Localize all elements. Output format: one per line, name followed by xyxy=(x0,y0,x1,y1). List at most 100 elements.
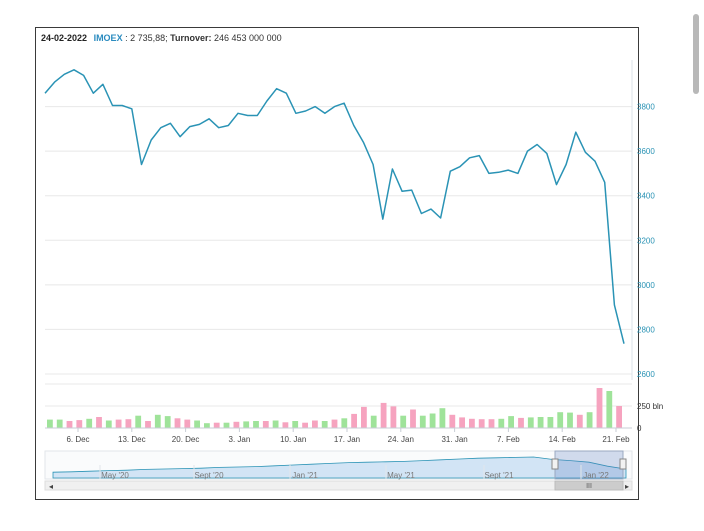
volume-bar[interactable] xyxy=(253,421,259,428)
horizontal-scrollbar-thumb[interactable] xyxy=(554,480,624,491)
price-point[interactable] xyxy=(333,105,336,108)
price-point[interactable] xyxy=(613,304,616,307)
volume-bar[interactable] xyxy=(498,418,505,428)
scroll-left-arrow-icon[interactable]: ◂ xyxy=(49,482,53,491)
volume-bar[interactable] xyxy=(557,412,564,428)
price-point[interactable] xyxy=(401,190,404,193)
price-point[interactable] xyxy=(410,189,413,192)
volume-bar[interactable] xyxy=(478,419,485,428)
volume-bar[interactable] xyxy=(508,416,514,428)
price-point[interactable] xyxy=(44,92,47,95)
volume-bar[interactable] xyxy=(145,421,151,428)
price-point[interactable] xyxy=(623,342,626,345)
price-point[interactable] xyxy=(121,104,124,107)
price-point[interactable] xyxy=(507,169,510,172)
price-point[interactable] xyxy=(430,208,433,211)
volume-bar[interactable] xyxy=(390,406,397,428)
price-point[interactable] xyxy=(449,170,452,173)
price-point[interactable] xyxy=(266,100,269,103)
volume-bar[interactable] xyxy=(66,421,73,428)
navigator-right-handle[interactable] xyxy=(619,458,627,470)
price-point[interactable] xyxy=(198,123,201,126)
volume-bar[interactable] xyxy=(154,414,161,428)
price-point[interactable] xyxy=(82,74,85,77)
price-point[interactable] xyxy=(295,112,298,115)
price-point[interactable] xyxy=(526,150,529,153)
volume-bar[interactable] xyxy=(341,418,348,428)
volume-bar[interactable] xyxy=(400,415,407,428)
price-point[interactable] xyxy=(574,131,577,134)
navigator-left-handle[interactable] xyxy=(551,458,559,470)
volume-bar[interactable] xyxy=(616,406,622,428)
price-point[interactable] xyxy=(343,102,346,105)
volume-bar[interactable] xyxy=(419,415,426,428)
horizontal-scrollbar-track[interactable] xyxy=(44,480,633,491)
volume-bar[interactable] xyxy=(361,406,367,428)
price-point[interactable] xyxy=(92,92,95,95)
volume-bar[interactable] xyxy=(223,422,230,428)
scroll-right-arrow-icon[interactable]: ▸ xyxy=(625,482,629,491)
volume-bar[interactable] xyxy=(115,419,122,428)
volume-bar[interactable] xyxy=(262,421,269,428)
volume-bar[interactable] xyxy=(429,413,436,429)
volume-bar[interactable] xyxy=(351,413,357,428)
price-point[interactable] xyxy=(159,126,162,129)
price-point[interactable] xyxy=(208,117,211,120)
price-point[interactable] xyxy=(536,143,539,146)
volume-bar[interactable] xyxy=(459,417,465,428)
price-point[interactable] xyxy=(545,152,548,155)
volume-bar[interactable] xyxy=(518,417,524,428)
volume-bar[interactable] xyxy=(469,418,475,428)
volume-bar[interactable] xyxy=(537,417,544,428)
volume-bar[interactable] xyxy=(204,423,210,428)
price-point[interactable] xyxy=(584,151,587,154)
volume-bar[interactable] xyxy=(449,414,456,428)
price-point[interactable] xyxy=(246,114,249,117)
price-point[interactable] xyxy=(227,124,230,127)
volume-bar[interactable] xyxy=(586,412,593,428)
volume-bar[interactable] xyxy=(527,417,534,428)
price-point[interactable] xyxy=(488,172,491,175)
price-point[interactable] xyxy=(150,139,153,142)
price-point[interactable] xyxy=(169,122,172,125)
price-point[interactable] xyxy=(285,92,288,95)
price-point[interactable] xyxy=(565,163,568,166)
volume-bar[interactable] xyxy=(576,414,583,428)
volume-bar[interactable] xyxy=(596,388,603,428)
page-scrollbar-thumb[interactable] xyxy=(693,14,699,94)
volume-bar[interactable] xyxy=(488,419,495,428)
price-point[interactable] xyxy=(179,135,182,138)
volume-bar[interactable] xyxy=(272,420,279,429)
price-point[interactable] xyxy=(459,165,462,168)
volume-bar[interactable] xyxy=(547,417,554,428)
volume-bar[interactable] xyxy=(410,409,416,429)
price-point[interactable] xyxy=(362,141,365,144)
volume-bar[interactable] xyxy=(380,402,387,428)
price-point[interactable] xyxy=(217,126,220,129)
price-point[interactable] xyxy=(111,104,114,107)
price-point[interactable] xyxy=(63,73,66,76)
header-ticker[interactable]: IMOEX xyxy=(93,33,123,43)
volume-bar[interactable] xyxy=(567,412,573,428)
price-point[interactable] xyxy=(102,83,105,86)
price-point[interactable] xyxy=(324,112,327,115)
volume-bar[interactable] xyxy=(321,421,328,428)
price-point[interactable] xyxy=(256,114,259,117)
price-point[interactable] xyxy=(275,87,278,90)
price-point[interactable] xyxy=(314,105,317,108)
price-point[interactable] xyxy=(188,125,191,128)
volume-bar[interactable] xyxy=(47,419,53,428)
volume-bar[interactable] xyxy=(86,418,93,428)
volume-bar[interactable] xyxy=(125,419,132,428)
price-point[interactable] xyxy=(73,68,76,71)
price-point[interactable] xyxy=(130,107,133,110)
price-point[interactable] xyxy=(594,160,597,163)
price-point[interactable] xyxy=(420,212,423,215)
price-point[interactable] xyxy=(53,81,56,84)
volume-bar[interactable] xyxy=(331,419,338,428)
volume-bar[interactable] xyxy=(135,415,142,428)
price-point[interactable] xyxy=(439,217,442,220)
volume-bar[interactable] xyxy=(312,420,318,429)
price-point[interactable] xyxy=(381,218,384,221)
